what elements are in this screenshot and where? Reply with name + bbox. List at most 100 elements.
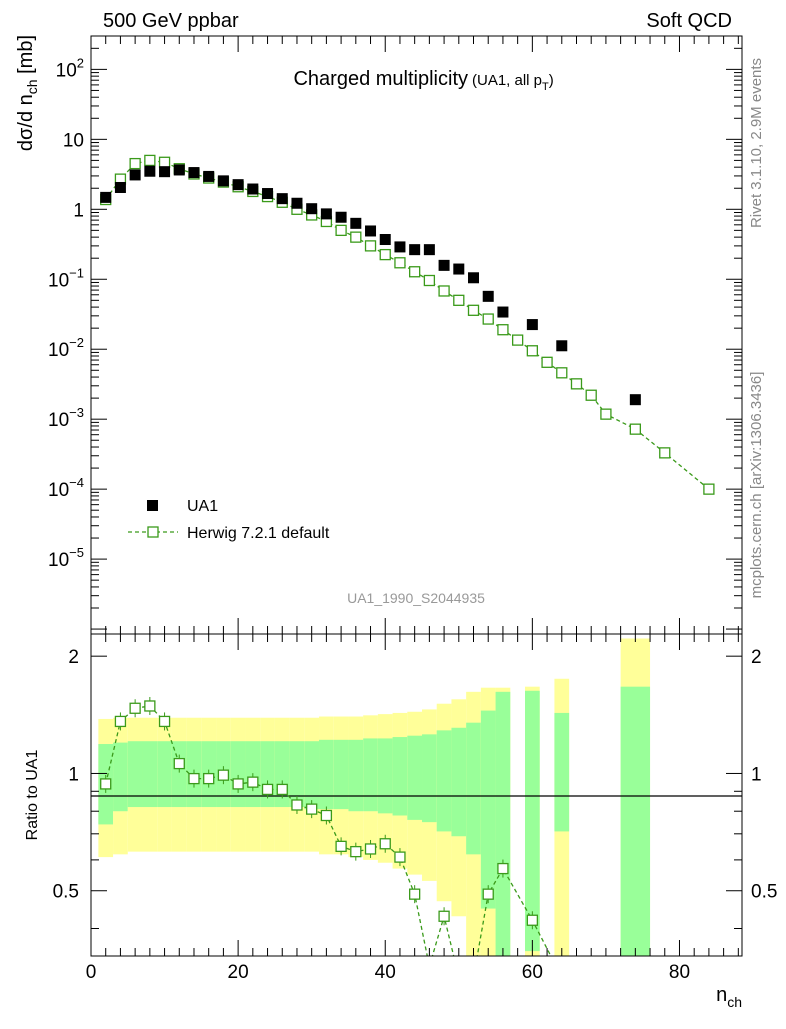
herwig-point — [394, 257, 406, 269]
ratio-point — [217, 769, 230, 781]
x-tick-label: 20 — [228, 962, 249, 983]
chart-subtitle: (UA1, all pT) — [472, 72, 554, 93]
herwig-point — [467, 304, 480, 316]
inner-band — [113, 742, 128, 812]
ua1-point — [232, 179, 244, 191]
ratio-uncertainty-bands — [98, 638, 651, 956]
ratio-y-tick-label: 2 — [68, 647, 79, 668]
ratio-y-tick-label-right: 0.5 — [751, 882, 777, 903]
herwig-point — [423, 274, 436, 287]
inner-band — [289, 741, 305, 808]
herwig-point — [703, 483, 715, 495]
herwig-point — [144, 154, 156, 167]
legend-label-herwig: Herwig 7.2.1 default — [187, 525, 330, 542]
sidebar-rivet: Rivet 3.1.10, 2.9M events — [748, 58, 765, 228]
y-tick-label: 1 — [73, 200, 84, 221]
ua1-point — [497, 306, 509, 318]
ua1-point — [247, 183, 259, 195]
ratio-point — [203, 772, 215, 785]
main-y-tick-labels: 10−5 10−4 10−3 10−2 10−1 1 10 102 — [48, 55, 84, 571]
ua1-point — [526, 319, 538, 331]
legend-label-ua1: UA1 — [187, 498, 218, 515]
ua1-point — [394, 241, 406, 253]
ratio-point — [276, 783, 288, 796]
ratio-point — [394, 851, 406, 863]
ua1-point — [129, 169, 141, 181]
inner-band — [157, 741, 172, 808]
ua1-point — [144, 165, 156, 177]
ratio-point — [144, 700, 156, 712]
herwig-point — [570, 378, 583, 390]
ratio-point — [188, 772, 200, 785]
ratio-point — [100, 778, 112, 790]
legend-marker-ua1 — [147, 500, 158, 511]
ratio-y-tick-label-right: 1 — [751, 764, 762, 785]
ua1-point — [159, 166, 171, 178]
ratio-y-tick-labels: 0.5 0.5 1 1 2 2 — [53, 647, 778, 903]
inner-band — [127, 741, 143, 808]
ratio-y-tick-label-right: 2 — [751, 647, 762, 668]
ua1-point — [173, 164, 185, 176]
ratio-point — [364, 843, 377, 855]
inner-band — [392, 737, 408, 816]
x-axis-label: nch — [716, 984, 742, 1010]
ua1-point — [320, 208, 332, 220]
ratio-point — [482, 888, 494, 900]
ratio-point — [232, 778, 244, 790]
ratio-y-axis-label: Ratio to UA1 — [24, 750, 41, 841]
inner-band — [480, 710, 496, 909]
ratio-y-tick-label: 1 — [68, 764, 79, 785]
y-tick-label: 10−1 — [48, 265, 84, 291]
inner-band — [554, 712, 570, 832]
main-panel: 10−5 10−4 10−3 10−2 10−1 1 10 102 Charged multi… — [15, 35, 743, 635]
ratio-point — [409, 888, 421, 900]
header-right: Soft QCD — [646, 10, 732, 32]
ua1-point — [100, 191, 112, 203]
herwig-point — [335, 224, 347, 237]
herwig-point — [629, 423, 641, 435]
ua1-point — [629, 394, 641, 406]
main-axis-ticks — [90, 35, 742, 634]
ratio-point — [247, 776, 259, 788]
ua1-point — [276, 193, 288, 205]
inner-band — [363, 738, 378, 812]
x-tick-label: 80 — [669, 962, 690, 983]
ratio-point — [129, 702, 141, 714]
y-tick-label: 10−5 — [48, 545, 84, 571]
watermark: UA1_1990_S2044935 — [347, 590, 485, 606]
inner-band — [407, 735, 423, 820]
ua1-point — [291, 197, 303, 209]
ua1-point — [217, 175, 229, 187]
ratio-point — [158, 715, 171, 728]
herwig-point — [600, 408, 612, 420]
ratio-line — [105, 705, 552, 956]
herwig-point — [129, 157, 141, 170]
herwig-point — [379, 248, 391, 261]
herwig-point — [158, 156, 171, 168]
x-tick-labels: 0 20 40 60 80 — [86, 962, 690, 983]
ua1-point — [438, 259, 450, 271]
inner-band — [333, 739, 349, 810]
ratio-point — [497, 862, 509, 875]
inner-band — [319, 739, 334, 810]
herwig-point — [659, 447, 671, 459]
herwig-point — [526, 345, 539, 357]
ua1-point — [482, 290, 494, 302]
ua1-point — [423, 244, 435, 256]
chart-title: Charged multiplicity — [293, 68, 468, 90]
herwig-point — [511, 334, 524, 346]
ratio-series — [100, 696, 552, 956]
inner-band — [377, 738, 393, 814]
ua1-point — [306, 203, 318, 215]
ua1-point — [468, 272, 480, 284]
inner-band — [348, 739, 364, 812]
ratio-point — [320, 809, 333, 822]
x-tick-label: 0 — [86, 962, 97, 983]
herwig-point — [350, 231, 362, 243]
legend: UA1 Herwig 7.2.1 default — [128, 498, 330, 542]
inner-band — [620, 686, 651, 956]
sidebar-mcplots: mcplots.cern.ch [arXiv:1306.3436] — [748, 372, 765, 599]
ratio-point — [335, 840, 347, 852]
ratio-point — [526, 914, 539, 926]
inner-band — [304, 741, 320, 810]
